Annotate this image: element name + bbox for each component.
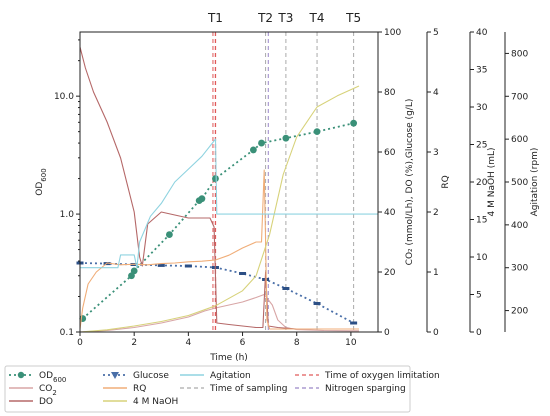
- rq-tick-label: 2: [433, 208, 439, 218]
- legend-label-time-of-oxygen-limitation: Time of oxygen limitation: [324, 371, 440, 381]
- naoh-tick-label: 30: [476, 103, 488, 113]
- series-line-agitation: [80, 138, 378, 269]
- co2_do_glucose-axis-label: CO₂ (mmol/Lh), DO (%),Glucose (g/L): [405, 99, 415, 266]
- legend-label-nitrogen-sparging: Nitrogen sparging: [325, 384, 406, 394]
- series-layer: [76, 46, 378, 333]
- od-point: [258, 139, 265, 147]
- phase-label-t1: T1: [207, 11, 223, 25]
- od-tick-label: 10.0: [54, 92, 74, 102]
- legend-label-do: DO: [39, 397, 53, 407]
- legend-label-main: OD: [39, 371, 53, 381]
- legend-label-time-of-sampling: Time of sampling: [209, 384, 288, 394]
- plot-frame: [79, 31, 379, 333]
- phase-label-t5: T5: [345, 11, 361, 25]
- co2_do_glucose-tick-label: 80: [384, 88, 396, 98]
- rq-tick-label: 4: [433, 88, 439, 98]
- x-axis-label: Time (h): [209, 353, 248, 363]
- agitation-axis-label: Agitation (rpm): [530, 148, 540, 217]
- od-point: [282, 134, 290, 142]
- legend-label-sub: 2: [52, 389, 56, 397]
- x-tick-label: 10: [345, 338, 357, 348]
- naoh-tick-label: 5: [476, 291, 482, 301]
- series-line-4-m-naoh: [79, 85, 360, 333]
- phase-label-t2: T2: [257, 11, 273, 25]
- co2_do_glucose-tick-label: 100: [384, 28, 401, 38]
- naoh-tick-label: 0: [476, 328, 482, 338]
- od-point: [198, 195, 206, 203]
- legend: OD600 Glucose Agitation Time of oxygen limi…: [4, 365, 440, 413]
- phase-lines: T1 T2 T3 T4 T5: [207, 11, 361, 332]
- series-line-rq: [79, 169, 359, 330]
- agitation-tick-label: 300: [511, 264, 528, 274]
- series-line-od600: [82, 122, 354, 320]
- rq-tick-label: 3: [433, 148, 439, 158]
- agitation-tick-label: 700: [511, 92, 528, 102]
- agitation-tick-label: 600: [511, 135, 528, 145]
- series-line-co2: [79, 293, 359, 333]
- legend-label-agitation: Agitation: [210, 371, 251, 381]
- agitation-tick-label: 500: [511, 178, 528, 188]
- phase-label-t3: T3: [277, 11, 293, 25]
- legend-label-glucose: Glucose: [133, 371, 169, 381]
- series-line-do: [79, 46, 359, 330]
- naoh-axis-label: 4 M NaOH (mL): [487, 148, 497, 217]
- co2_do_glucose-tick-label: 20: [384, 268, 396, 278]
- rq-tick-label: 5: [433, 28, 439, 38]
- x-tick-label: 2: [131, 338, 137, 348]
- x-tick-label: 6: [240, 338, 246, 348]
- od-tick-label: 0.1: [60, 328, 74, 338]
- od-point: [249, 146, 257, 154]
- naoh-tick-label: 40: [476, 28, 488, 38]
- x-tick-label: 0: [77, 338, 83, 348]
- legend-marker-od600: [17, 371, 25, 379]
- od-tick-label: 1.0: [60, 210, 75, 220]
- od-point: [313, 128, 321, 136]
- legend-label-main: CO: [39, 384, 52, 394]
- x-tick-label: 4: [185, 338, 191, 348]
- legend-marker-glucose: [111, 372, 119, 379]
- od-point: [130, 267, 138, 275]
- phase-label-t4: T4: [309, 11, 325, 25]
- legend-label-rq: RQ: [133, 384, 146, 394]
- rq-tick-label: 1: [433, 268, 439, 278]
- agitation-tick-label: 400: [511, 221, 528, 231]
- co2_do_glucose-tick-label: 40: [384, 208, 396, 218]
- naoh-tick-label: 35: [476, 66, 487, 76]
- agitation-tick-label: 200: [511, 307, 528, 317]
- rq-tick-label: 0: [433, 328, 439, 338]
- legend-label-co2: CO2: [39, 384, 57, 397]
- od-axis-label: OD600: [35, 168, 48, 195]
- naoh-tick-label: 25: [476, 141, 487, 151]
- od-point: [350, 119, 358, 127]
- co2_do_glucose-tick-label: 0: [384, 328, 390, 338]
- naoh-tick-label: 10: [476, 253, 488, 263]
- od-point: [166, 231, 173, 238]
- x-tick-label: 8: [294, 338, 300, 348]
- od-point: [212, 175, 219, 182]
- legend-label-4-m-naoh: 4 M NaOH: [133, 397, 178, 407]
- od-axis-label-main: OD: [35, 182, 45, 196]
- legend-label-sub: 600: [53, 376, 66, 384]
- co2_do_glucose-tick-label: 60: [384, 148, 396, 158]
- naoh-tick-label: 20: [476, 178, 488, 188]
- naoh-tick-label: 15: [476, 216, 487, 226]
- agitation-tick-label: 800: [511, 49, 528, 59]
- legend-label-od600: OD600: [39, 371, 66, 384]
- rq-axis-label: RQ: [441, 175, 451, 188]
- od-axis-label-sub: 600: [40, 168, 48, 181]
